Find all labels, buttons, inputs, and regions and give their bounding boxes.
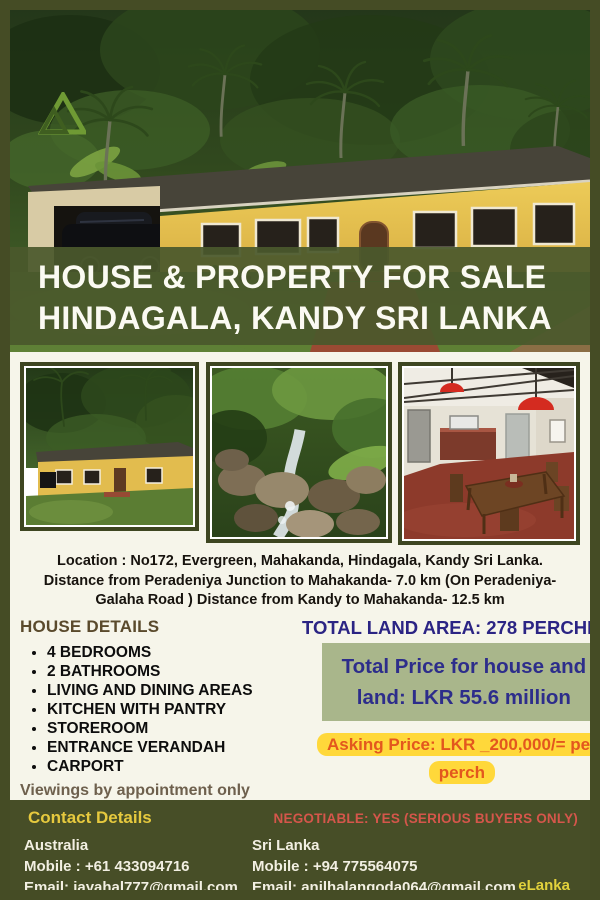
asking-price-box: Asking Price: LKR _200,000/= per perch [316,731,590,787]
email-link-sri-lanka[interactable]: anilhalangoda064@gmail.com [301,878,516,891]
house-detail-item: 4 BEDROOMS [47,643,300,662]
title-banner: HOUSE & PROPERTY FOR SALE HINDAGALA, KAN… [10,247,590,345]
contact-mobile: Mobile : +61 433094716 [24,857,190,875]
viewings-note: Viewings by appointment only [20,781,250,799]
contact-country: Australia [24,836,89,854]
land-area-heading: TOTAL LAND AREA: 278 PERCHES [302,616,590,638]
house-details-list: 4 BEDROOMS 2 BATHROOMS LIVING AND DINING… [20,643,300,776]
photo-gallery [10,352,590,545]
house-detail-item: LIVING AND DINING AREAS [47,681,300,700]
contact-sri-lanka: Sri Lanka Mobile : +94 775564075 Email: … [252,835,516,891]
house-detail-item: 2 BATHROOMS [47,662,300,681]
photo-house-exterior [20,362,199,531]
contact-mobile: Mobile : +94 775564075 [252,857,418,875]
photo-dining-interior [398,362,580,545]
brand-triangle-logo-icon [38,92,86,136]
house-detail-item: STOREROOM [47,719,300,738]
page-title-line1: HOUSE & PROPERTY FOR SALE [38,259,547,295]
house-detail-item: ENTRANCE VERANDAH [47,738,300,757]
details-section: HOUSE DETAILS 4 BEDROOMS 2 BATHROOMS LIV… [10,611,590,800]
house-details-heading: HOUSE DETAILS [20,616,160,636]
house-detail-item: KITCHEN WITH PANTRY [47,700,300,719]
footer-top-row: Contact Details NEGOTIABLE: YES (SERIOUS… [22,808,578,828]
negotiable-note: NEGOTIABLE: YES (SERIOUS BUYERS ONLY) [273,810,578,826]
asking-price-text: Asking Price: LKR _200,000/= per perch [316,732,590,784]
total-price-box: Total Price for house and land: LKR 55.6… [322,642,590,721]
hero-photo: HOUSE & PROPERTY FOR SALE HINDAGALA, KAN… [10,10,590,352]
contact-email-row: Email: jayahal777@gmail.com [24,877,252,891]
contact-email-row: Email: anilhalangoda064@gmail.com [252,877,516,891]
contact-australia: Australia Mobile : +61 433094716 Email: … [22,835,252,891]
location-line1: Location : No172, Evergreen, Mahakanda, … [57,553,543,569]
house-detail-item: CARPORT [47,757,300,776]
contact-details-heading: Contact Details [28,807,152,827]
house-details-column: HOUSE DETAILS 4 BEDROOMS 2 BATHROOMS LIV… [20,617,300,800]
location-block: Location : No172, Evergreen, Mahakanda, … [10,545,590,611]
contact-country: Sri Lanka [252,836,320,854]
email-label: Email: [24,878,70,891]
email-link-australia[interactable]: jayahal777@gmail.com [73,878,238,891]
email-label: Email: [252,878,298,891]
pricing-column: TOTAL LAND AREA: 278 PERCHES Total Price… [300,617,590,800]
elanka-brand: eLanka [518,876,570,891]
contact-footer: Contact Details NEGOTIABLE: YES (SERIOUS… [10,799,590,891]
flyer-body: HOUSE & PROPERTY FOR SALE HINDAGALA, KAN… [10,10,590,890]
page-title-line2: HINDAGALA, KANDY SRI LANKA [38,300,552,336]
photo-stream [205,362,392,543]
location-line2: Distance from Peradeniya Junction to Mah… [43,572,557,609]
contact-columns: Australia Mobile : +61 433094716 Email: … [22,835,578,891]
